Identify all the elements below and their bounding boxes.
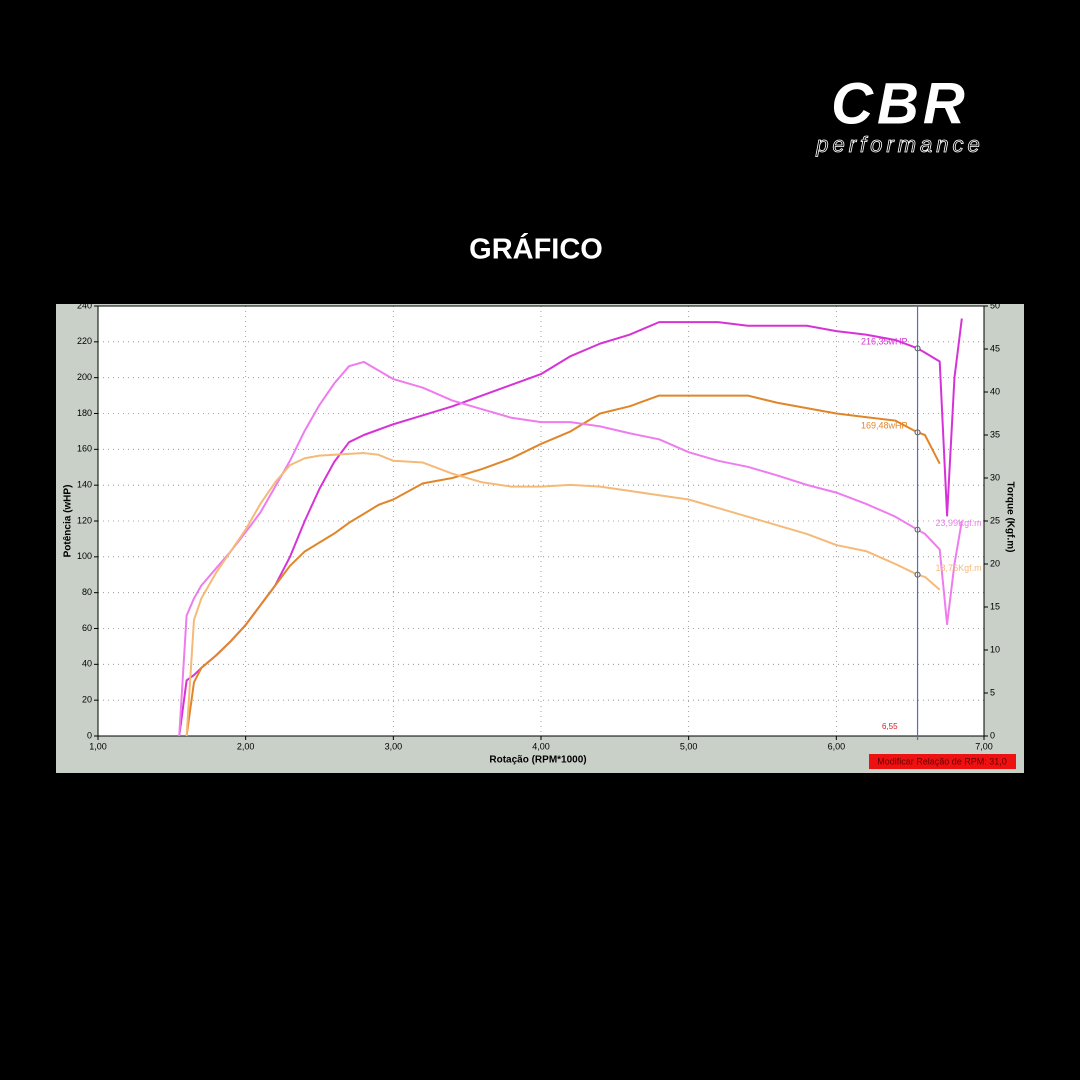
- logo-mark: CBR: [831, 71, 969, 136]
- value-label: 23,99Kgf.m: [936, 518, 982, 528]
- y2-tick-label: 40: [990, 386, 1000, 396]
- logo-tagline: performance: [815, 132, 984, 157]
- y-tick-label: 140: [77, 480, 92, 490]
- x-tick-label: 7,00: [975, 741, 993, 751]
- rpm-button-label[interactable]: Modificar Relação de RPM: 31,0: [877, 756, 1007, 766]
- y2-tick-label: 15: [990, 601, 1000, 611]
- y-tick-label: 180: [77, 408, 92, 418]
- y-tick-label: 0: [87, 730, 92, 740]
- y-tick-label: 200: [77, 372, 92, 382]
- y2-tick-label: 10: [990, 644, 1000, 654]
- y-tick-label: 80: [82, 587, 92, 597]
- x-tick-label: 3,00: [385, 741, 403, 751]
- y2-tick-label: 50: [990, 300, 1000, 310]
- y2-tick-label: 25: [990, 515, 1000, 525]
- cursor-label: 6,55: [882, 722, 898, 731]
- x-tick-label: 6,00: [828, 741, 846, 751]
- x-tick-label: 1,00: [89, 741, 107, 751]
- y-tick-label: 220: [77, 336, 92, 346]
- x-tick-label: 5,00: [680, 741, 698, 751]
- y-tick-label: 60: [82, 623, 92, 633]
- y2-tick-label: 0: [990, 730, 995, 740]
- y2-tick-label: 30: [990, 472, 1000, 482]
- y-tick-label: 120: [77, 515, 92, 525]
- value-label: 18,76Kgf.m: [936, 563, 982, 573]
- y2-axis-label: Torque (Kgf.m): [1004, 482, 1015, 553]
- series-line: [178, 360, 963, 737]
- series-line: [185, 452, 941, 737]
- value-label: 169,48wHP: [861, 421, 908, 431]
- value-label: 216,35wHP: [861, 337, 908, 347]
- chart-title: GRÁFICO: [469, 232, 603, 266]
- rpm-button[interactable]: [869, 754, 1016, 769]
- series-line: [185, 394, 941, 737]
- x-axis-label: Rotação (RPM*1000): [489, 755, 586, 766]
- y-tick-label: 160: [77, 444, 92, 454]
- y2-tick-label: 20: [990, 558, 1000, 568]
- y-tick-label: 100: [77, 551, 92, 561]
- y-tick-label: 20: [82, 695, 92, 705]
- y2-tick-label: 35: [990, 429, 1000, 439]
- y2-tick-label: 5: [990, 687, 995, 697]
- x-tick-label: 4,00: [532, 741, 550, 751]
- y-tick-label: 40: [82, 659, 92, 669]
- x-tick-label: 2,00: [237, 741, 255, 751]
- y2-tick-label: 45: [990, 343, 1000, 353]
- y-tick-label: 240: [77, 300, 92, 310]
- plot-frame: [97, 305, 985, 737]
- y-axis-label: Potência (wHP): [63, 485, 74, 558]
